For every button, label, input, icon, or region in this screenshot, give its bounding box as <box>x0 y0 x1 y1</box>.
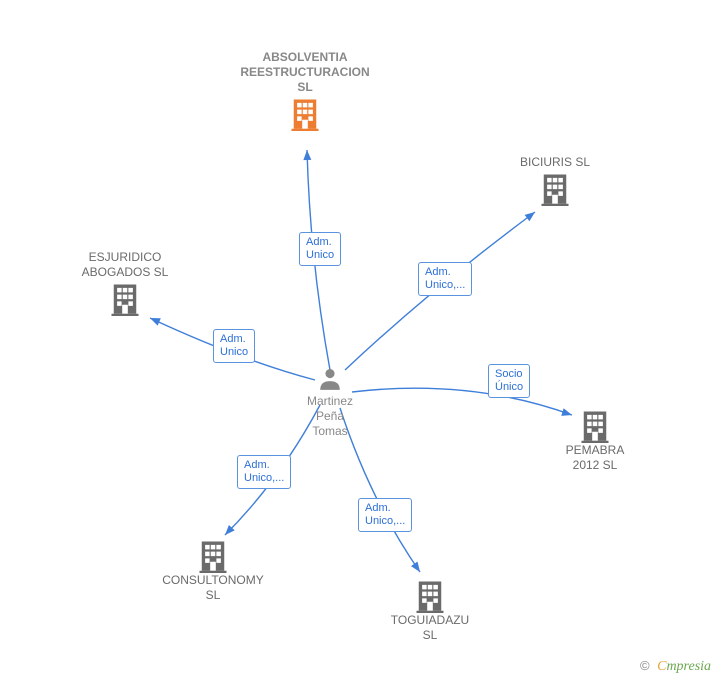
company-node-toguiadazu[interactable]: TOGUIADAZU SL <box>375 577 485 643</box>
center-person-node[interactable]: Martinez Peña Tomas <box>290 366 370 439</box>
company-node-biciuris[interactable]: BICIURIS SL <box>495 155 615 206</box>
edge-pemabra <box>352 388 572 415</box>
company-label: CONSULTONOMY SL <box>148 573 278 603</box>
company-node-esjuridico[interactable]: ESJURIDICO ABOGADOS SL <box>65 250 185 316</box>
company-node-pemabra[interactable]: PEMABRA 2012 SL <box>545 407 645 473</box>
company-label: TOGUIADAZU SL <box>375 613 485 643</box>
edge-label-biciuris[interactable]: Adm. Unico,... <box>418 262 472 296</box>
edge-label-absolventia[interactable]: Adm. Unico <box>299 232 341 266</box>
edge-label-consultonomy[interactable]: Adm. Unico,... <box>237 455 291 489</box>
building-icon <box>577 407 613 443</box>
building-icon <box>107 280 143 316</box>
company-label: ESJURIDICO ABOGADOS SL <box>65 250 185 280</box>
edge-arrow-toguiadazu <box>411 562 423 575</box>
copyright-symbol: © <box>640 658 650 673</box>
diagram-canvas: Martinez Peña Tomas ABSOLVENTIA REESTRUCT… <box>0 0 728 685</box>
watermark: © Cmpresia <box>640 658 711 675</box>
watermark-text: mpresia <box>666 659 711 674</box>
edge-arrow-absolventia <box>303 150 311 160</box>
center-label: Martinez Peña Tomas <box>290 394 370 439</box>
company-label: ABSOLVENTIA REESTRUCTURACION SL <box>220 50 390 95</box>
building-icon <box>412 577 448 613</box>
building-icon <box>537 170 573 206</box>
edge-label-esjuridico[interactable]: Adm. Unico <box>213 329 255 363</box>
edge-label-pemabra[interactable]: Socio Único <box>488 364 530 398</box>
edge-arrow-biciuris <box>525 209 538 221</box>
edge-arrow-esjuridico <box>148 314 160 325</box>
company-node-absolventia[interactable]: ABSOLVENTIA REESTRUCTURACION SL <box>220 50 390 131</box>
building-icon <box>287 95 323 131</box>
building-icon <box>195 537 231 573</box>
company-label: BICIURIS SL <box>495 155 615 170</box>
edge-arrow-consultonomy <box>222 525 235 538</box>
company-label: PEMABRA 2012 SL <box>545 443 645 473</box>
person-icon <box>317 366 343 392</box>
edge-label-toguiadazu[interactable]: Adm. Unico,... <box>358 498 412 532</box>
company-node-consultonomy[interactable]: CONSULTONOMY SL <box>148 537 278 603</box>
